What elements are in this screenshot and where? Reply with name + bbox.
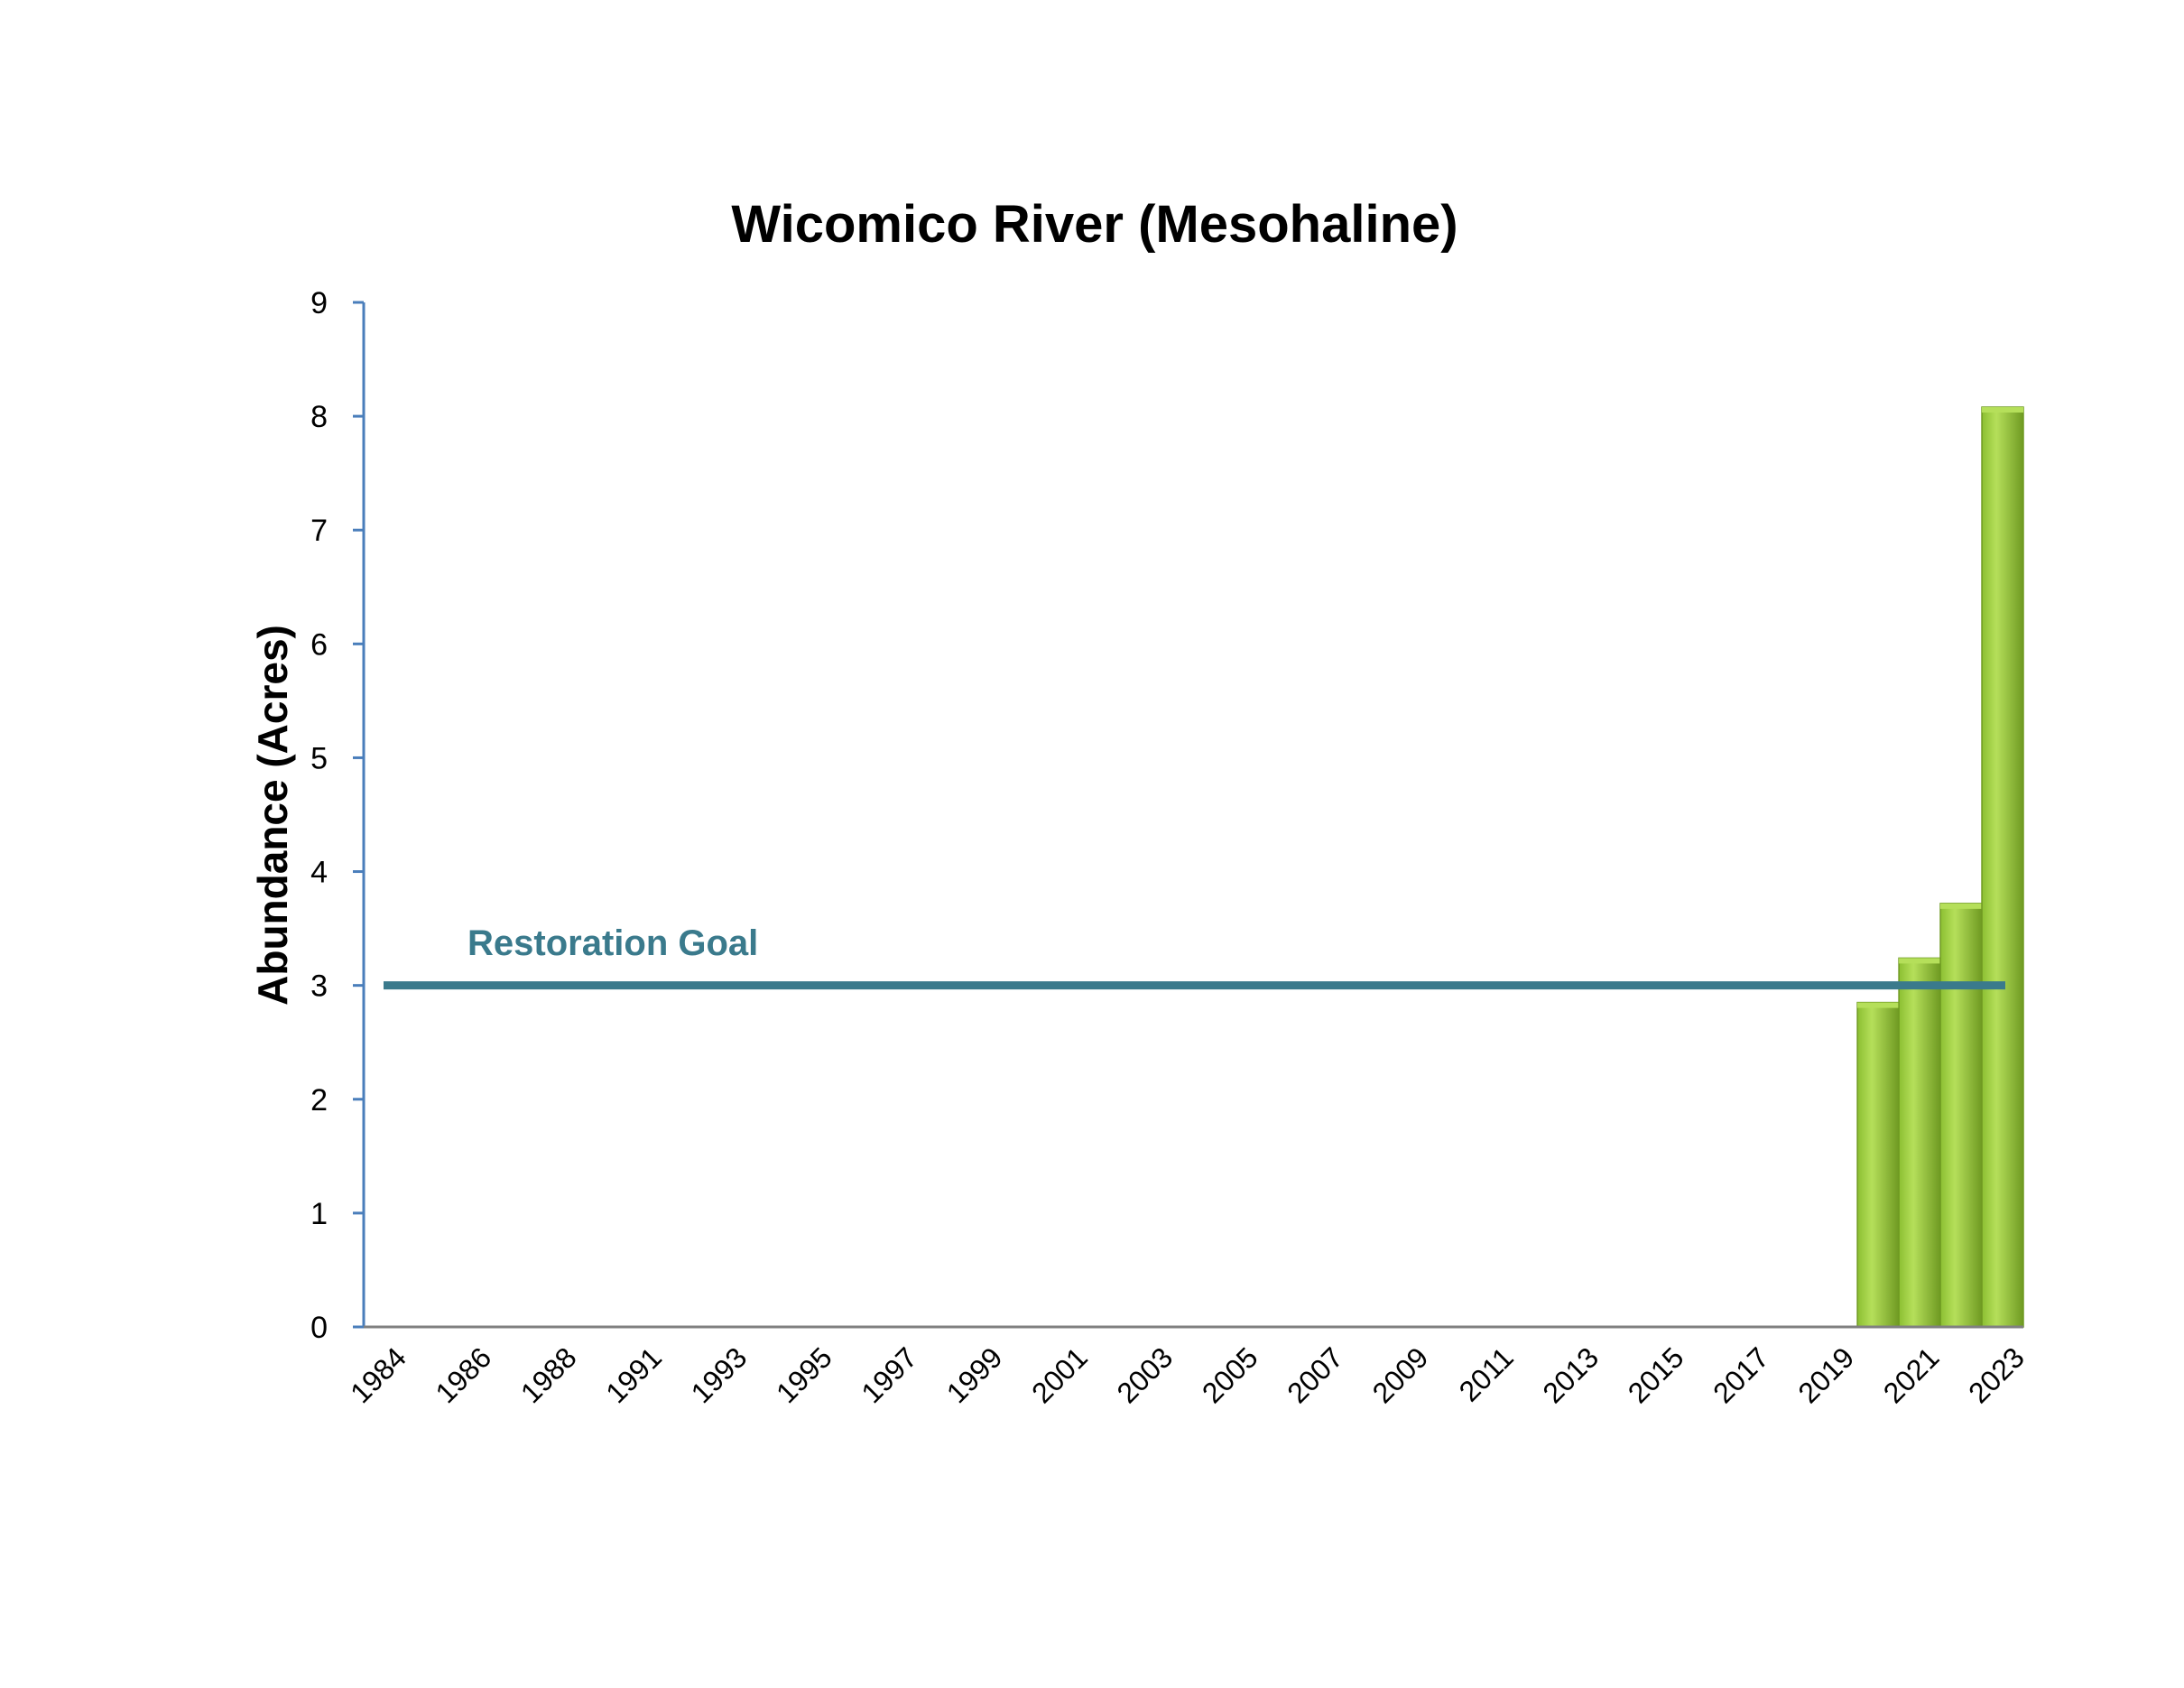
bar-2021 xyxy=(1898,957,1941,1328)
x-tick-label: 1999 xyxy=(940,1340,1009,1409)
bars-group xyxy=(1856,406,2024,1328)
y-tick-label: 5 xyxy=(310,741,328,775)
y-tick-label: 1 xyxy=(310,1197,328,1231)
x-tick-label: 2023 xyxy=(1962,1340,2031,1409)
x-tick-label: 2017 xyxy=(1707,1340,1775,1409)
x-tick-label: 2009 xyxy=(1366,1340,1435,1409)
y-ticks-group: 0 1 2 3 4 5 6 7 8 9 xyxy=(310,286,364,1345)
x-tick-label: 2013 xyxy=(1536,1340,1605,1409)
x-tick-label: 2005 xyxy=(1196,1340,1264,1409)
y-tick-label: 4 xyxy=(310,856,328,890)
chart-title: Wicomico River (Mesohaline) xyxy=(731,195,1458,254)
y-tick-label: 6 xyxy=(310,627,328,662)
y-tick-label: 0 xyxy=(310,1311,328,1345)
bar-cap-2022 xyxy=(1940,903,1983,909)
y-tick-label: 2 xyxy=(310,1083,328,1118)
x-tick-label: 2019 xyxy=(1791,1340,1860,1409)
bar-2020 xyxy=(1856,1001,1900,1328)
y-tick-label: 7 xyxy=(310,514,328,548)
x-tick-label: 2021 xyxy=(1877,1340,1946,1409)
x-tick-label: 1995 xyxy=(770,1340,838,1409)
bar-cap-2023 xyxy=(1982,407,2023,413)
bar-2022 xyxy=(1939,903,1983,1328)
x-ticks-group: 1984 1986 1988 1991 1993 1995 1997 1999 2001 2003… xyxy=(344,1340,2031,1409)
y-axis-label: Abundance (Acres) xyxy=(249,625,296,1006)
x-tick-label: 1988 xyxy=(514,1340,583,1409)
bar-2023 xyxy=(1981,406,2024,1328)
x-tick-label: 2011 xyxy=(1453,1340,1520,1407)
bar-cap-2021 xyxy=(1899,958,1941,964)
x-tick-label: 2007 xyxy=(1281,1340,1349,1409)
x-tick-label: 1993 xyxy=(685,1340,754,1409)
x-tick-label: 1991 xyxy=(599,1340,668,1409)
y-tick-label: 3 xyxy=(310,969,328,1004)
x-tick-label: 1997 xyxy=(855,1340,923,1409)
x-tick-label: 2003 xyxy=(1110,1340,1179,1409)
x-tick-label: 2015 xyxy=(1622,1340,1690,1409)
x-tick-label: 2001 xyxy=(1025,1340,1094,1409)
bar-cap-2020 xyxy=(1857,1002,1900,1008)
x-tick-label: 1986 xyxy=(430,1340,498,1409)
x-tick-label: 1984 xyxy=(344,1340,412,1409)
restoration-goal-label: Restoration Goal xyxy=(467,923,758,963)
y-tick-label: 9 xyxy=(310,286,328,320)
y-tick-label: 8 xyxy=(310,400,328,434)
